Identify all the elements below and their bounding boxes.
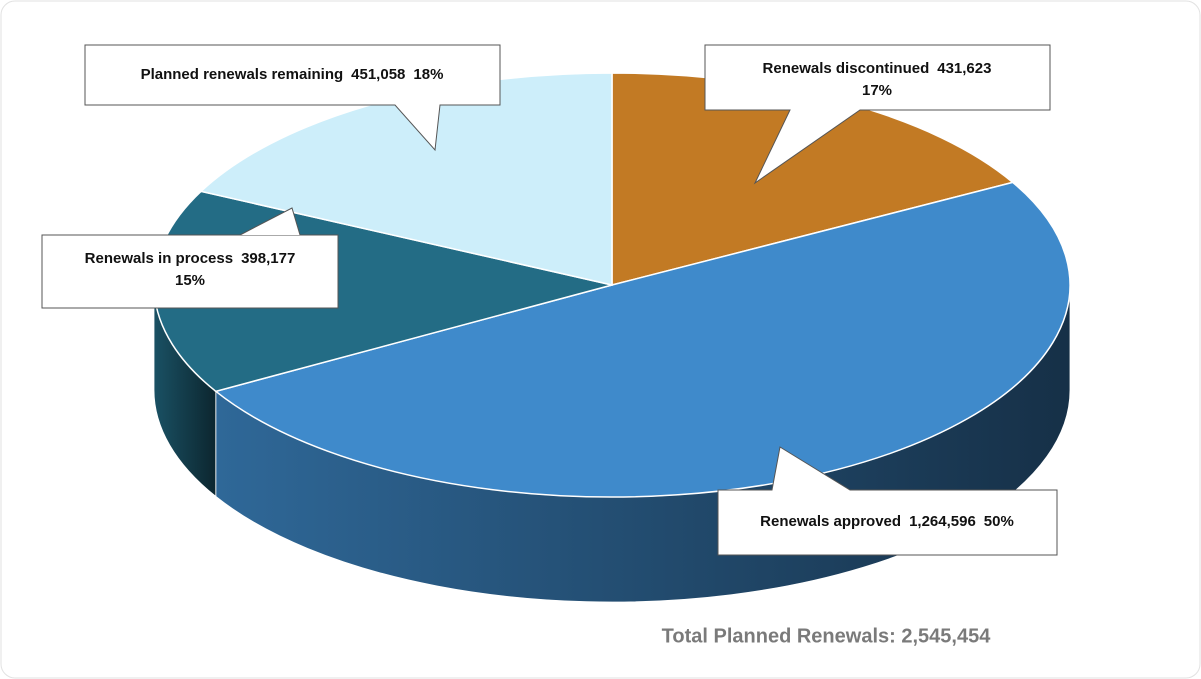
value-label: 1,264,596 [909,513,976,530]
category-label: Planned renewals remaining [141,66,344,83]
category-label: Renewals approved [760,513,901,530]
value-label: 431,623 [937,60,991,77]
data-label: Renewals approved 1,264,596 50% [760,513,1014,530]
category-label: Renewals in process [85,250,233,267]
callout-tail [239,207,301,236]
value-label: 451,058 [351,66,405,83]
data-label: Renewals discontinued 431,623 17% [763,60,992,99]
value-label: 398,177 [241,250,295,267]
callouts: Renewals discontinued 431,623 17%Renewals … [41,44,1058,556]
total-label: Total Planned Renewals: 2,545,454 [662,625,992,647]
callout-box [84,44,501,152]
percent-label: 15% [175,272,205,289]
data-label: Planned renewals remaining 451,058 18% [141,66,444,83]
category-label: Renewals discontinued [763,60,930,77]
percent-label: 50% [984,513,1014,530]
slice [214,181,1071,498]
callout-box [704,44,1051,185]
data-label: Renewals in process 398,177 15% [85,250,296,289]
percent-label: 17% [862,82,892,99]
pie [153,72,1071,603]
percent-label: 18% [413,66,443,83]
callout-box [717,446,1058,556]
